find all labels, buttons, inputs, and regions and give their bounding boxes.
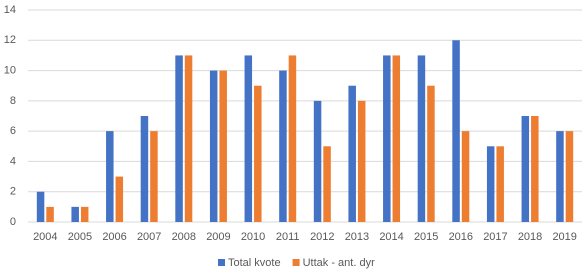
bar [452, 40, 460, 223]
bar [531, 116, 539, 222]
bar [150, 131, 158, 222]
bar [175, 55, 183, 222]
y-tick-label: 6 [10, 125, 16, 137]
bar [36, 191, 45, 222]
bar [417, 55, 426, 222]
y-tick-label: 14 [4, 4, 16, 16]
bar [140, 116, 149, 222]
x-tick-label: 2008 [172, 231, 196, 243]
bar [392, 55, 401, 222]
bar [219, 70, 227, 222]
bar [461, 131, 470, 222]
x-tick-label: 2009 [206, 231, 230, 243]
x-tick-label: 2004 [33, 231, 57, 243]
bar [323, 146, 331, 222]
x-tick-label: 2019 [552, 231, 576, 243]
bar [313, 100, 322, 222]
x-tick-label: 2018 [518, 231, 542, 243]
x-tick-label: 2007 [137, 231, 161, 243]
bar [486, 146, 495, 222]
bar [288, 55, 297, 222]
y-tick-label: 4 [10, 155, 16, 167]
x-tick-label: 2005 [68, 231, 92, 243]
bar [80, 206, 89, 222]
x-tick-label: 2016 [449, 231, 473, 243]
bar [115, 176, 124, 222]
legend-label: Total kvote [228, 257, 281, 269]
x-tick-label: 2017 [483, 231, 507, 243]
x-tick-label: 2015 [414, 231, 438, 243]
bar [184, 55, 193, 222]
bar [357, 100, 366, 222]
bar [71, 206, 79, 222]
bar [427, 85, 435, 222]
legend-label: Uttak - ant. dyr [303, 257, 375, 269]
bar [521, 116, 530, 222]
bar [383, 55, 391, 222]
y-tick-label: 8 [10, 95, 16, 107]
x-tick-label: 2010 [241, 231, 265, 243]
y-tick-label: 0 [10, 216, 16, 228]
bar [46, 206, 54, 222]
x-tick-label: 2006 [102, 231, 126, 243]
bar [106, 131, 114, 222]
legend-swatch [218, 259, 225, 266]
x-tick-label: 2013 [345, 231, 369, 243]
bar [565, 131, 574, 222]
bar [496, 146, 504, 222]
bar [254, 85, 262, 222]
x-tick-label: 2012 [310, 231, 334, 243]
y-tick-label: 10 [4, 64, 16, 76]
bar [244, 55, 253, 222]
bar [209, 70, 218, 222]
legend-swatch [292, 259, 300, 266]
bar [556, 131, 564, 222]
bar [348, 85, 356, 222]
x-tick-label: 2011 [276, 231, 300, 243]
x-tick-label: 2014 [379, 231, 403, 243]
y-tick-label: 2 [10, 186, 16, 198]
y-tick-label: 12 [4, 34, 16, 46]
bar [279, 70, 287, 222]
